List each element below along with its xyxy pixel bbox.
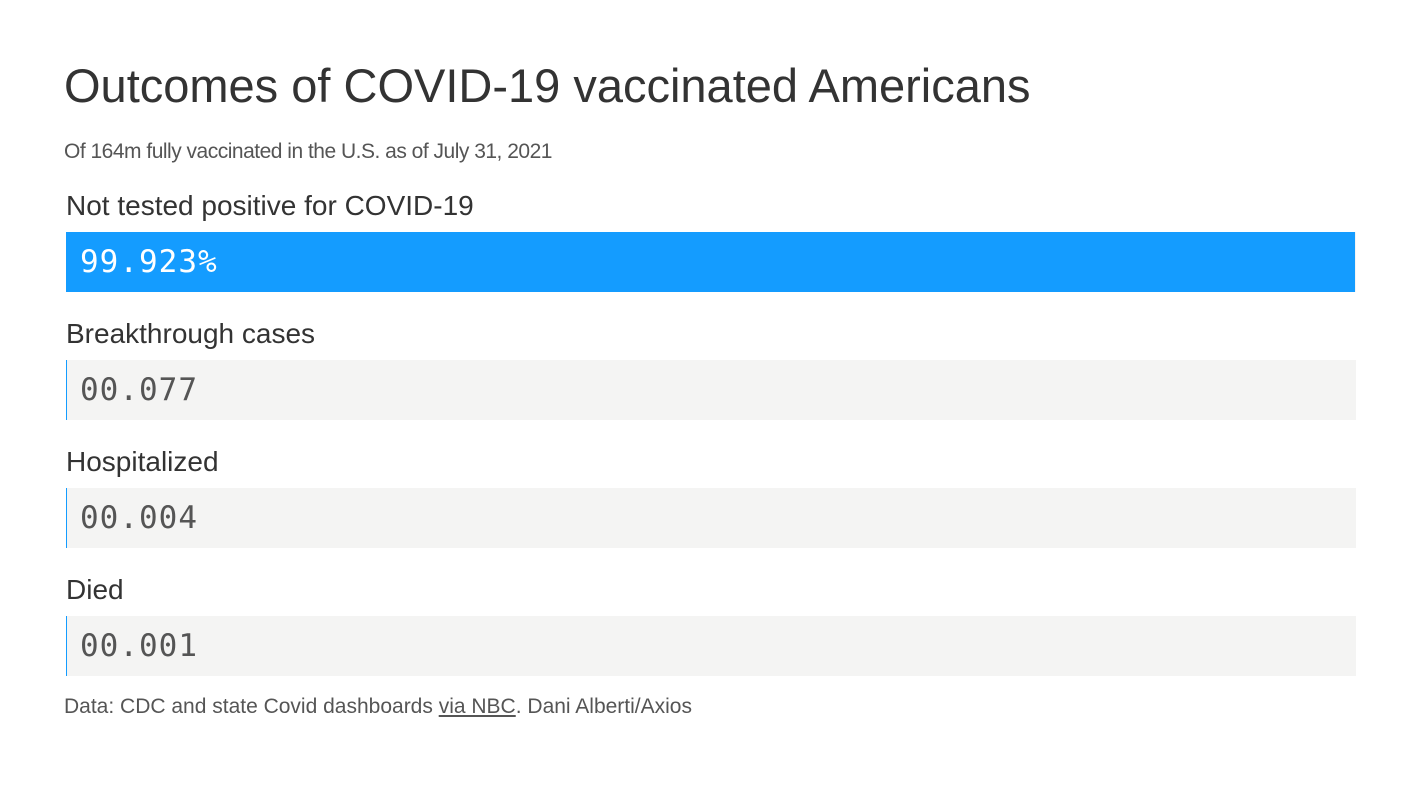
bar-track: 00.077 [66,360,1356,420]
bar-label: Breakthrough cases [66,318,316,349]
bar [66,616,67,676]
source-note: Data: CDC and state Covid dashboards via… [64,693,692,721]
bar-value-label: 00.004 [80,500,198,536]
bar-label: Hospitalized [66,446,219,477]
bar-track: 99.923% [66,232,1356,292]
bar-chart: Not tested positive for COVID-19 99.923% B… [66,186,1356,698]
bar [66,488,67,548]
source-link[interactable]: via NBC [438,695,516,718]
bar-label: Died [66,574,124,605]
bar-track: 00.004 [66,488,1356,548]
bar [66,232,1355,292]
bar-label: Not tested positive for COVID-19 [66,190,474,221]
chart-subtitle: Of 164m fully vaccinated in the U.S. as … [64,140,552,163]
bar-value-label: 99.923% [80,244,218,280]
bar [66,360,68,420]
bar-value-label: 00.077 [80,372,198,408]
source-prefix: Data: CDC and state Covid dashboards [64,695,439,718]
bar-value-label: 00.001 [80,628,198,664]
chart-title: Outcomes of COVID-19 vaccinated American… [64,59,1031,112]
bar-track: 00.001 [66,616,1356,676]
source-suffix: . Dani Alberti/Axios [515,695,692,718]
